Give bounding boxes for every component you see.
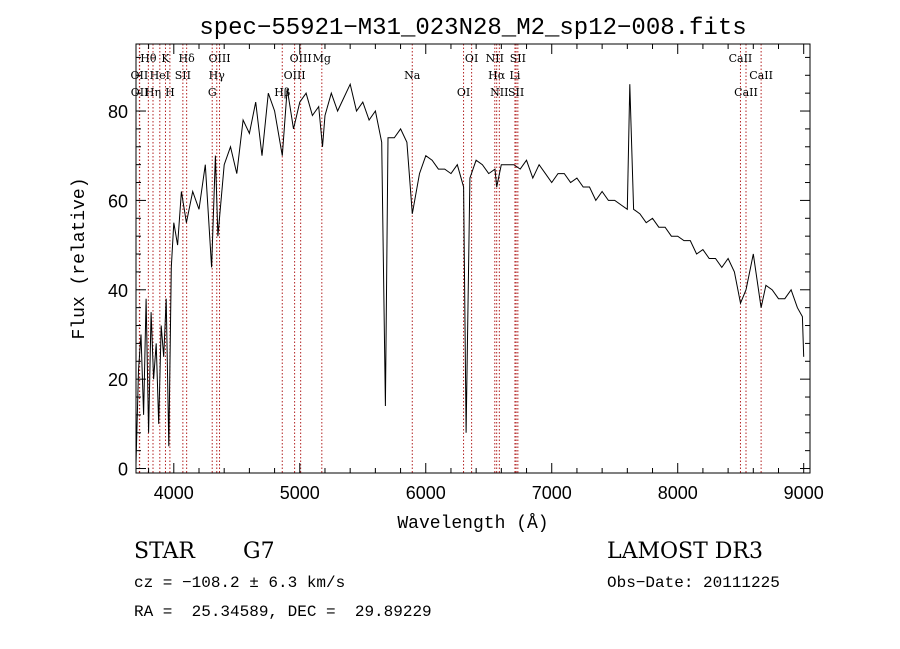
spectral-line-label: Na [404, 69, 421, 82]
redshift-velocity: cz = −108.2 ± 6.3 km/s [134, 574, 346, 592]
spectral-line-label: G [208, 86, 217, 99]
spectral-line-label: Hη [145, 86, 161, 99]
spectral-line-label: Hδ [179, 52, 196, 65]
y-axis-label: Flux (relative) [70, 177, 90, 339]
y-tick-label: 20 [108, 370, 128, 390]
spectral-line-label: SII [510, 52, 526, 65]
spectral-line-label: Li [510, 69, 521, 82]
spectral-line-label: OIII [284, 69, 306, 82]
y-tick-label: 40 [108, 281, 128, 301]
spectral-line-label: NII [490, 86, 508, 99]
spectral-line-label: SII [175, 69, 191, 82]
spectral-line-label: Mg [313, 52, 331, 65]
spectral-line-label: OII [131, 86, 149, 99]
x-tick-label: 9000 [784, 483, 824, 503]
x-tick-label: 7000 [532, 483, 572, 503]
x-tick-label: 6000 [406, 483, 446, 503]
spectral-line-label: CaII [734, 86, 758, 99]
x-tick-label: 8000 [658, 483, 698, 503]
spectral-line-label: Hθ [140, 52, 157, 65]
plot-frame [135, 43, 811, 474]
chart-title: spec−55921−M31_023N28_M2_sp12−008.fits [199, 15, 746, 42]
spectral-line-label: OI [465, 52, 478, 65]
spectral-line-label: OIII [290, 52, 312, 65]
spectral-line-label: CaII [729, 52, 753, 65]
spectral-line-label: HeI [150, 69, 170, 82]
spectral-line-label: Hα [488, 69, 506, 82]
x-axis-label: Wavelength (Å) [397, 513, 548, 534]
spectral-line-label: OIII [208, 52, 230, 65]
y-tick-label: 0 [118, 460, 128, 480]
spectral-line-label: OI [457, 86, 470, 99]
object-class: STAR [134, 539, 195, 564]
y-tick-label: 80 [108, 102, 128, 122]
spectral-line-label: CaII [749, 69, 773, 82]
spectral-line-label: Hγ [209, 69, 226, 82]
spectral-line-label: K [161, 52, 170, 65]
observation-date: Obs−Date: 20111225 [607, 574, 780, 592]
y-tick-label: 60 [108, 191, 128, 211]
coordinates: RA = 25.34589, DEC = 29.89229 [134, 603, 432, 621]
x-tick-label: 5000 [280, 483, 320, 503]
spectrum-line [135, 82, 805, 465]
survey-name: LAMOST DR3 [607, 539, 763, 564]
spectral-line-label: SII [508, 86, 524, 99]
spectral-line-label: H [165, 86, 175, 99]
x-tick-label: 4000 [154, 483, 194, 503]
spectral-line-label: NII [486, 52, 504, 65]
object-subclass: G7 [243, 539, 275, 564]
